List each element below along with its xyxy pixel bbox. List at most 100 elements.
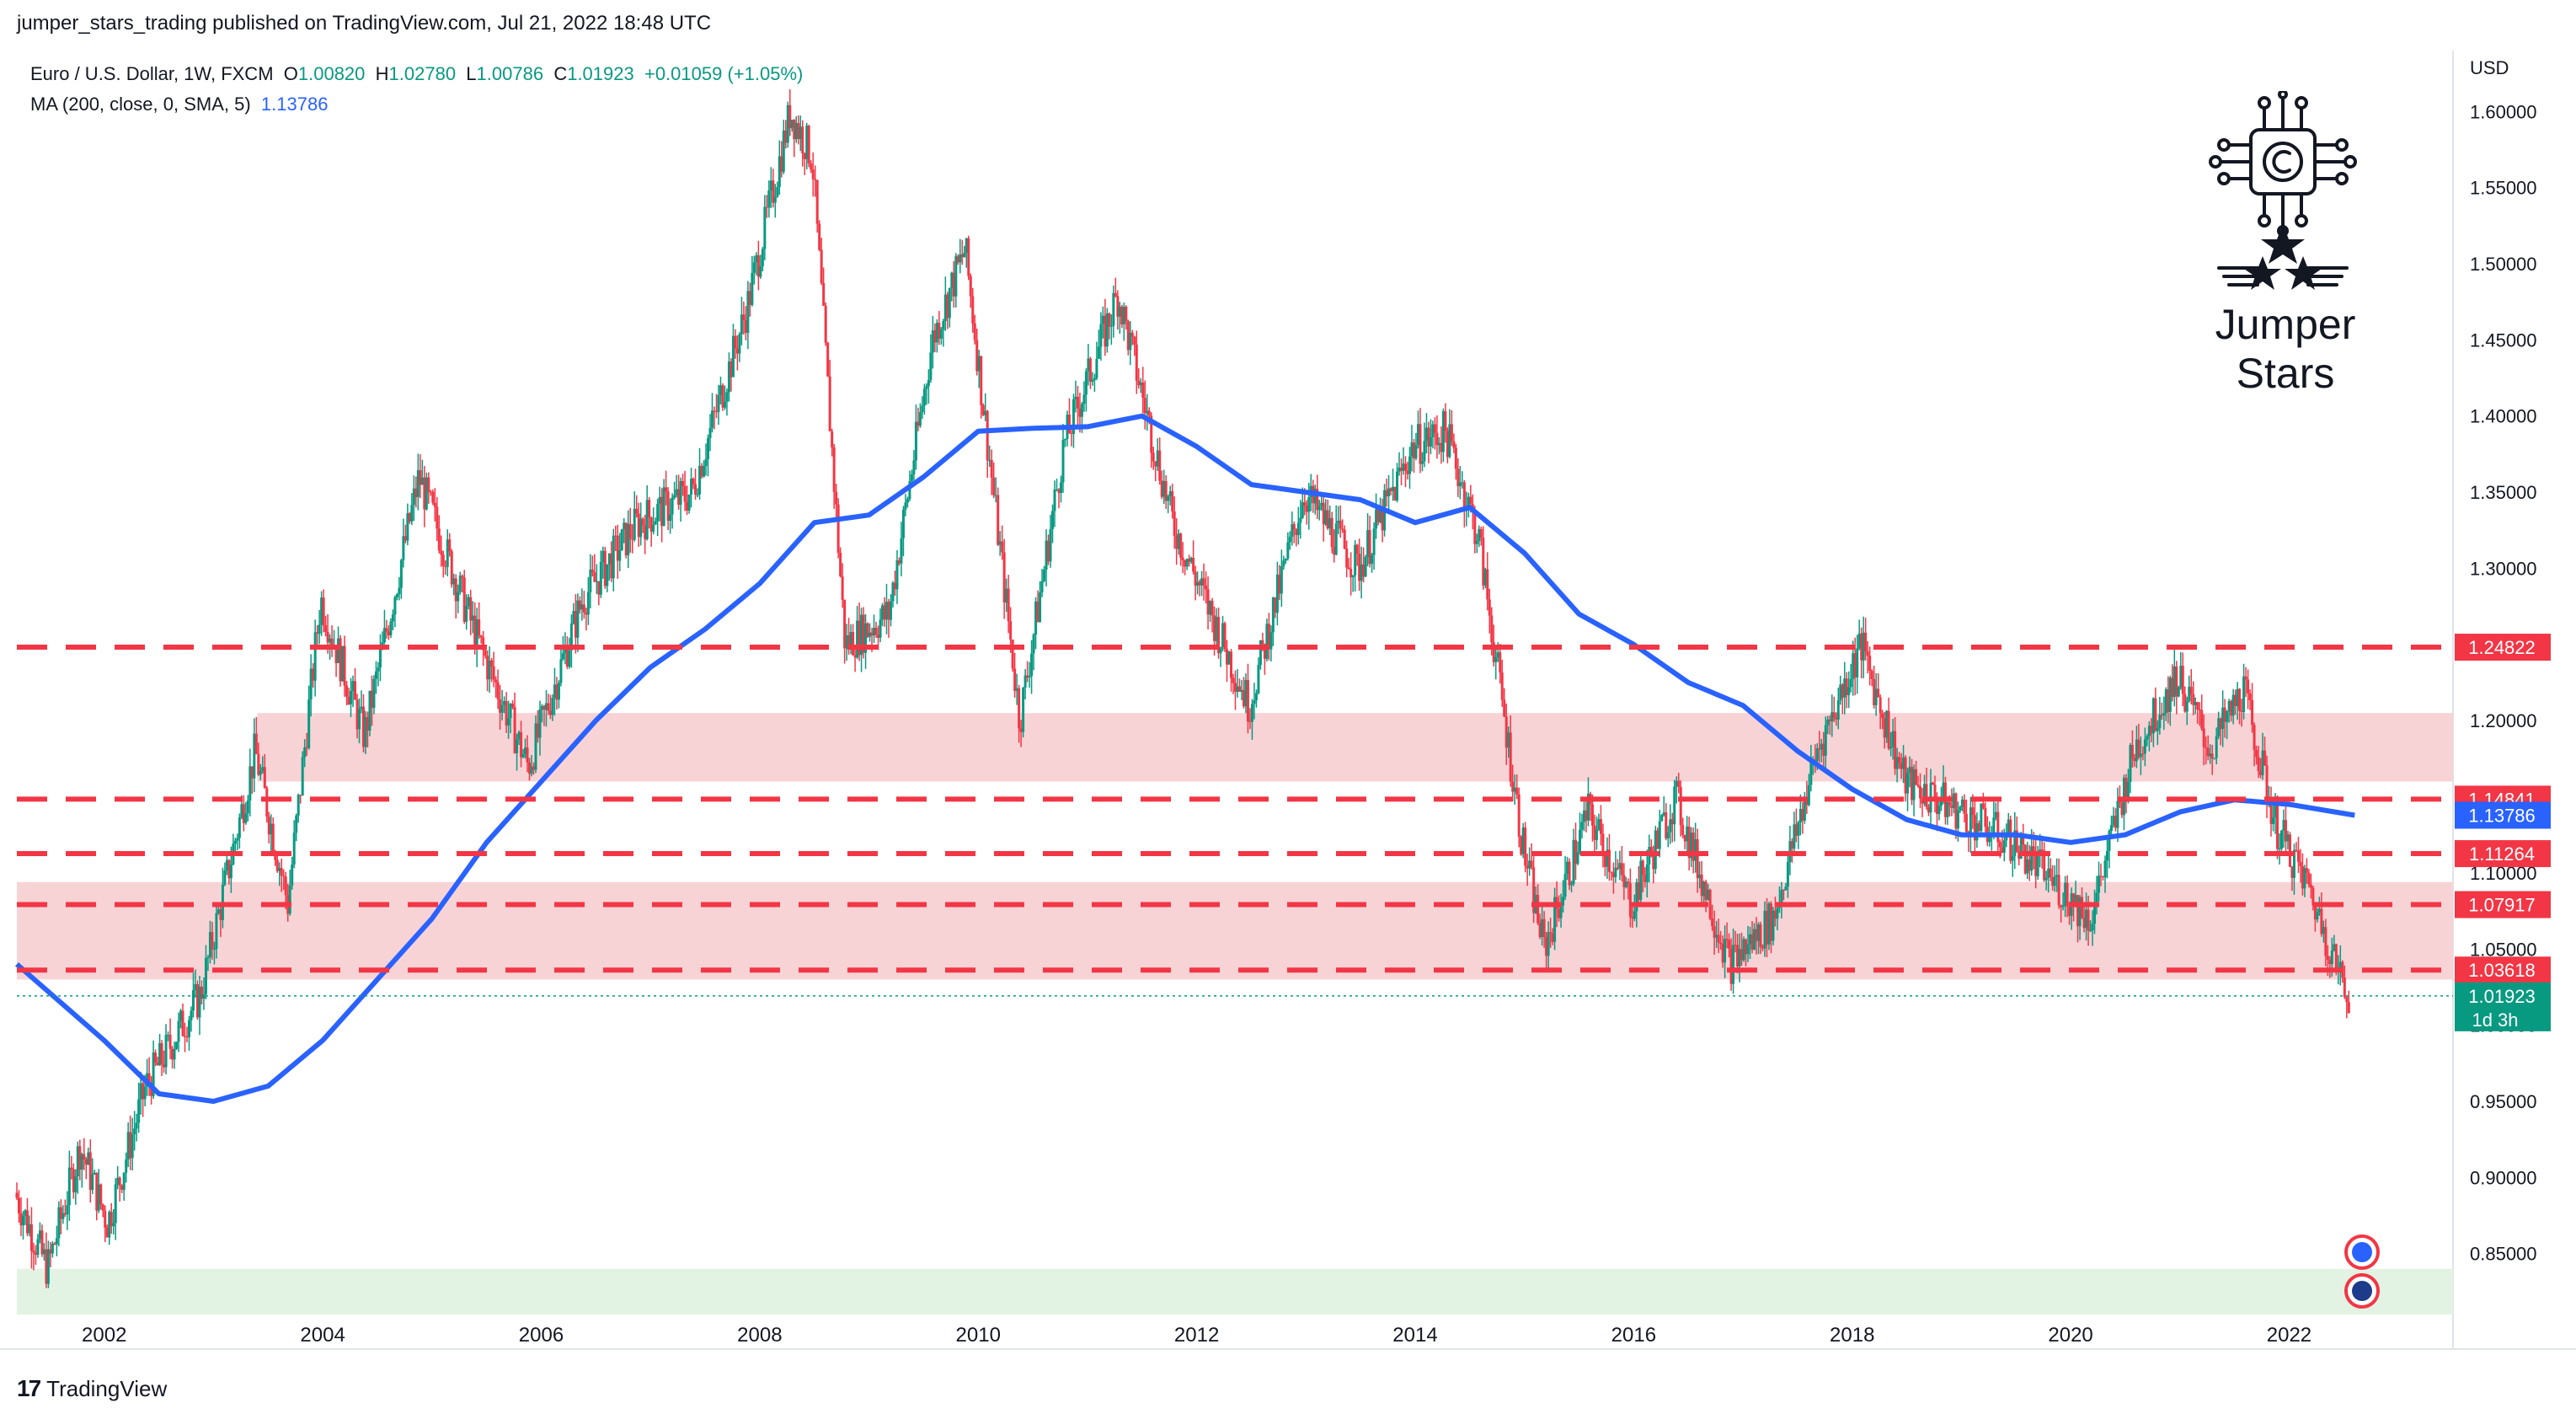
candle-body	[2118, 801, 2121, 803]
candle-body	[631, 538, 634, 540]
candle-body	[21, 1216, 24, 1226]
candle-body	[1579, 829, 1582, 853]
candle-body	[46, 1249, 50, 1284]
candle-body	[1456, 469, 1460, 487]
candle-body	[1992, 817, 1996, 834]
candle-body	[891, 582, 895, 602]
candle-body	[2039, 849, 2042, 853]
brand-name: Jumper Stars	[2215, 301, 2356, 397]
candle-body	[1702, 881, 1706, 897]
candle-body	[807, 126, 810, 164]
candle-body	[1652, 854, 1655, 870]
candle-body	[1410, 442, 1414, 457]
candle-body	[305, 747, 308, 748]
candle-body	[454, 578, 457, 602]
open-value: 1.00820	[297, 63, 366, 84]
level-price-tag-bg	[2455, 840, 2551, 868]
candle-body	[1130, 332, 1134, 337]
candle-body	[1114, 292, 1117, 297]
candle-body	[2257, 757, 2260, 772]
us-flag-inner	[2352, 1242, 2372, 1262]
candle-body	[1424, 427, 1428, 442]
candle-body	[1433, 424, 1436, 433]
candle-body	[2301, 865, 2304, 889]
candle-body	[163, 1063, 166, 1068]
candle-body	[1061, 440, 1065, 483]
candle-body	[1039, 592, 1042, 622]
candle-body	[665, 487, 668, 492]
candle-body	[1385, 490, 1388, 497]
candle-body	[88, 1152, 92, 1191]
candle-body	[274, 852, 277, 860]
candle-body	[78, 1146, 82, 1170]
candle-body	[173, 1048, 176, 1060]
candle-body	[564, 647, 567, 654]
tradingview-logo-icon: 17	[17, 1375, 41, 1401]
candle-body	[2200, 710, 2204, 729]
candle-body	[225, 859, 228, 871]
candle-body	[756, 254, 760, 277]
candle-body	[1412, 442, 1415, 459]
candle-body	[1610, 871, 1613, 873]
candle-body	[360, 706, 363, 710]
candle-body	[410, 505, 414, 522]
candle-body	[721, 385, 724, 408]
candle-body	[2221, 707, 2225, 730]
candle-body	[2303, 868, 2306, 889]
candle-body	[267, 817, 270, 835]
candle-body	[1105, 313, 1109, 347]
candle-body	[1112, 292, 1115, 326]
candle-body	[893, 582, 896, 590]
candle-body	[1454, 447, 1457, 469]
candle-body	[1824, 725, 1827, 756]
currency-label: USD	[2470, 57, 2509, 78]
candle-body	[1307, 496, 1311, 512]
candle-body	[244, 813, 248, 823]
y-tick-label: 1.40000	[2470, 406, 2537, 427]
candle-body	[387, 631, 390, 635]
candle-body	[334, 645, 338, 664]
candle-body	[471, 615, 474, 621]
candle-body	[759, 266, 762, 277]
ma-line-legend[interactable]: MA (200, close, 0, SMA, 5) 1.13786	[30, 89, 803, 120]
candle-body	[997, 495, 1000, 545]
candle-body	[1923, 784, 1927, 804]
candle-body	[1845, 678, 1848, 696]
candle-body	[752, 262, 756, 273]
candle-body	[1133, 336, 1136, 345]
tradingview-logo[interactable]: 17 TradingView	[17, 1375, 167, 1402]
candle-body	[1570, 883, 1574, 886]
candle-body	[2263, 750, 2267, 766]
candle-body	[1977, 822, 1980, 832]
candle-body	[1996, 811, 2000, 843]
candle-body	[824, 305, 827, 343]
candle-body	[238, 817, 241, 838]
candle-body	[1478, 528, 1481, 542]
candle-body	[946, 294, 949, 319]
candle-body	[402, 536, 405, 560]
candle-body	[1738, 949, 1741, 967]
candle-body	[2129, 745, 2132, 782]
candle-body	[1889, 747, 1893, 749]
candle-body	[820, 249, 823, 284]
candle-body	[1637, 882, 1640, 901]
candle-body	[1950, 805, 1953, 808]
candle-body	[801, 126, 804, 154]
candle-body	[623, 522, 626, 530]
candle-body	[345, 685, 349, 697]
candle-body	[765, 206, 768, 208]
candle-body	[160, 1043, 163, 1064]
candle-body	[969, 276, 972, 297]
candle-body	[1696, 838, 1699, 879]
candle-body	[1590, 804, 1594, 826]
candle-body	[1635, 882, 1638, 912]
candle-body	[1135, 344, 1138, 381]
candle-body	[606, 564, 609, 586]
candle-body	[1528, 860, 1531, 869]
candle-body	[1156, 450, 1159, 467]
candle-body	[740, 314, 743, 335]
candle-body	[628, 523, 632, 539]
candle-body	[641, 518, 644, 526]
candle-body	[135, 1122, 138, 1129]
